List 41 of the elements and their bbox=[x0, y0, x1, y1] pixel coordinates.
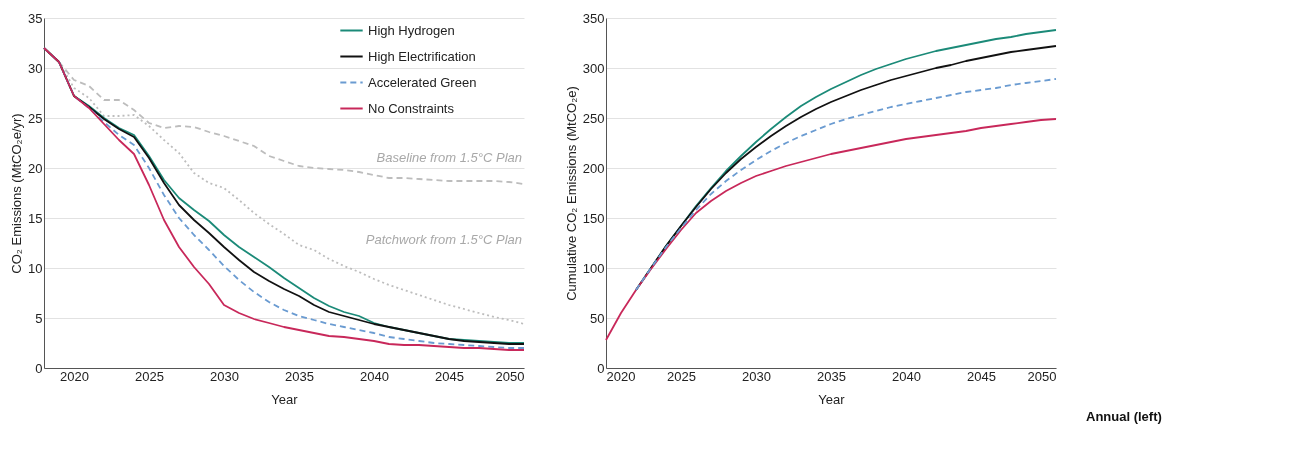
x-tick-label: 2045 bbox=[967, 368, 996, 384]
y-axis-title: Cumulative CO₂ Emissions (MtCO₂e) bbox=[563, 86, 579, 301]
y-tick-label: 200 bbox=[582, 160, 605, 176]
x-tick-label: 2025 bbox=[135, 368, 164, 384]
x-axis-title: Year bbox=[271, 391, 299, 407]
y-tick-label: 10 bbox=[28, 260, 43, 276]
x-tick-label: 2020 bbox=[606, 368, 636, 384]
text: Annual (left) bbox=[1086, 409, 1162, 424]
y-tick-label: 350 bbox=[582, 10, 605, 26]
y-tick-label: 20 bbox=[28, 160, 43, 176]
y-tick-label: 300 bbox=[582, 60, 605, 76]
legend-label: No Constraints bbox=[368, 100, 455, 116]
x-tick-label: 2035 bbox=[285, 368, 314, 384]
x-axis-title: Year bbox=[818, 391, 846, 407]
x-tick-label: 2030 bbox=[210, 368, 239, 384]
y-tick-label: 15 bbox=[28, 210, 43, 226]
x-tick-label: 2040 bbox=[360, 368, 389, 384]
y-tick-label: 100 bbox=[582, 260, 605, 276]
x-tick-label: 2025 bbox=[667, 368, 696, 384]
y-tick-label: 150 bbox=[582, 210, 605, 226]
legend-label: Accelerated Green bbox=[368, 74, 477, 90]
y-tick-label: 5 bbox=[35, 310, 43, 326]
x-tick-label: 2045 bbox=[435, 368, 464, 384]
y-tick-label: 30 bbox=[28, 60, 43, 76]
annotation: Patchwork from 1.5°C Plan bbox=[365, 231, 522, 247]
y-tick-label: 50 bbox=[590, 310, 605, 326]
y-tick-label: 0 bbox=[597, 360, 605, 376]
x-tick-label: 2035 bbox=[817, 368, 846, 384]
annotation: Baseline from 1.5°C Plan bbox=[376, 150, 522, 165]
legend-label: High Electrification bbox=[368, 48, 476, 64]
x-tick-label: 2020 bbox=[60, 368, 89, 384]
legend-label: High Hydrogen bbox=[368, 22, 455, 38]
y-tick-label: 25 bbox=[28, 110, 43, 126]
x-tick-label: 2030 bbox=[742, 368, 771, 384]
y-tick-label: 0 bbox=[35, 360, 43, 376]
y-axis-title: CO₂ Emissions (MtCO₂e/yr) bbox=[9, 113, 25, 274]
y-tick-label: 250 bbox=[582, 110, 605, 126]
x-tick-label: 2050 bbox=[495, 368, 525, 384]
x-tick-label: 2050 bbox=[1027, 368, 1057, 384]
x-tick-label: 2040 bbox=[892, 368, 921, 384]
y-tick-label: 35 bbox=[28, 10, 43, 26]
